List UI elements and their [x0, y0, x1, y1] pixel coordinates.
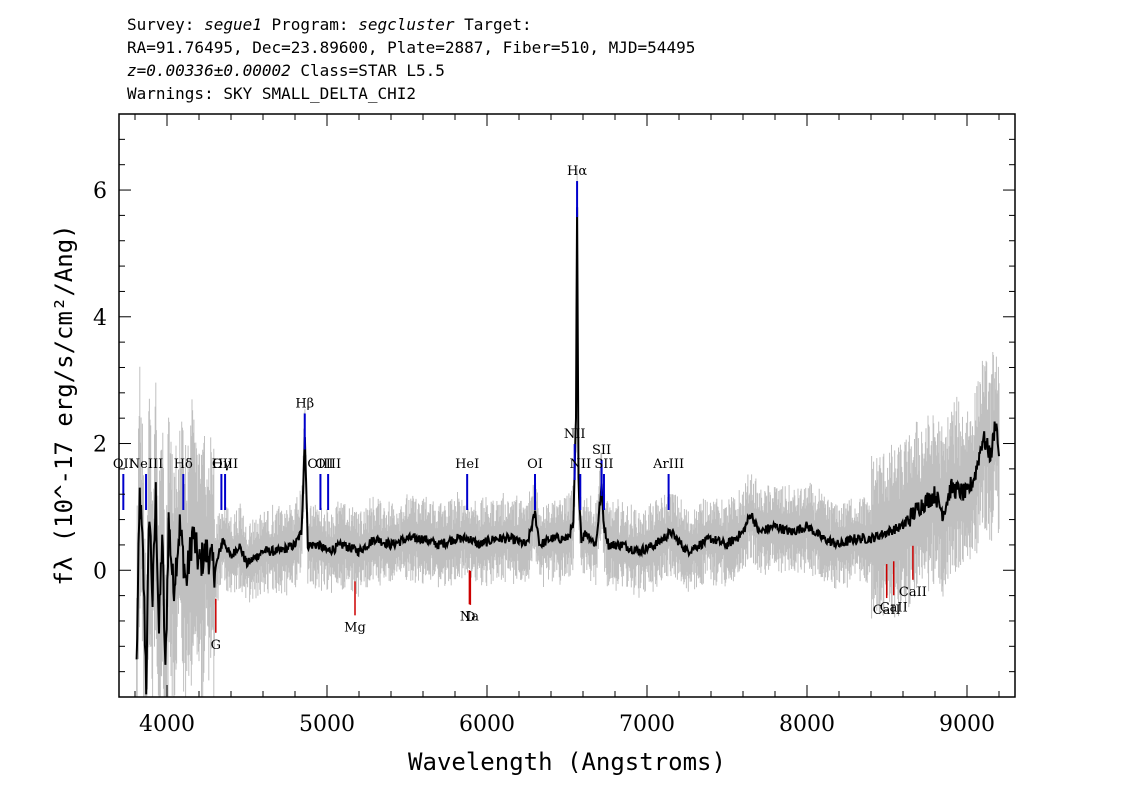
header-line-2: RA=91.76495, Dec=23.89600, Plate=2887, F… [127, 38, 696, 57]
header-class: Class=STAR L5.5 [290, 61, 445, 80]
x-tick-label: 7000 [619, 712, 675, 737]
absorption-line-label: D [465, 610, 475, 625]
emission-line-label: OII [113, 457, 134, 472]
absorption-line-label: CaII [899, 585, 927, 600]
emission-line-label: Hγ [212, 457, 231, 472]
x-tick-label: 9000 [939, 712, 995, 737]
header-target-label: Target: [454, 15, 532, 34]
x-tick-label: 4000 [139, 712, 195, 737]
x-tick-label: 5000 [299, 712, 355, 737]
absorption-line-label: Na [460, 609, 479, 624]
y-tick-label: 4 [93, 306, 107, 331]
noise-band [136, 168, 1000, 697]
emission-line-label: HeI [455, 457, 479, 472]
header-program-label: Program: [261, 15, 359, 34]
flux-line [135, 207, 1000, 695]
y-axis-title: fλ (10^-17 erg/s/cm²/Ang) [50, 224, 78, 585]
header-line-3: z=0.00336±0.00002 Class=STAR L5.5 [127, 60, 445, 82]
emission-line-label: NII [569, 457, 591, 472]
y-tick-label: 0 [93, 559, 107, 584]
emission-line-label: Hδ [174, 457, 193, 472]
emission-line-label: OIII [212, 457, 238, 472]
emission-line-label: NeIII [129, 457, 163, 472]
emission-line-label: OIII [315, 457, 341, 472]
plot-frame [118, 113, 1016, 698]
flux-series [135, 207, 1000, 695]
absorption-line-label: CaII [880, 600, 908, 615]
header-line-4: Warnings: SKY SMALL_DELTA_CHI2 [127, 84, 416, 103]
emission-line-label: OI [527, 457, 543, 472]
y-tick-label: 6 [93, 179, 107, 204]
emission-line-label: NII [564, 427, 586, 442]
absorption-line-label: CaII [873, 603, 901, 618]
header-survey-label: Survey: [127, 15, 205, 34]
header-survey-value: segue1 [204, 15, 262, 34]
emission-line-label: SII [594, 457, 613, 472]
emission-line-label: SII [592, 443, 611, 458]
header-redshift: z=0.00336±0.00002 [127, 61, 291, 80]
emission-line-label: Hα [567, 164, 587, 179]
x-tick-label: 8000 [779, 712, 835, 737]
x-axis-title: Wavelength (Angstroms) [408, 748, 726, 776]
noise-path [136, 168, 1000, 697]
axis-ticks: 4000 5000 6000 7000 8000 9000 0 2 4 6 [93, 114, 1015, 737]
x-tick-label: 6000 [459, 712, 515, 737]
absorption-line-label: G [211, 638, 221, 653]
y-tick-label: 2 [93, 433, 107, 458]
emission-line-label: Hβ [295, 397, 314, 412]
absorption-line-label: Mg [344, 620, 366, 635]
emission-line-label: ArIII [652, 457, 684, 472]
header-program-value: segcluster [358, 15, 455, 34]
header-line-1: Survey: segue1 Program: segcluster Targe… [127, 14, 532, 36]
emission-line-label: OIII [307, 457, 333, 472]
